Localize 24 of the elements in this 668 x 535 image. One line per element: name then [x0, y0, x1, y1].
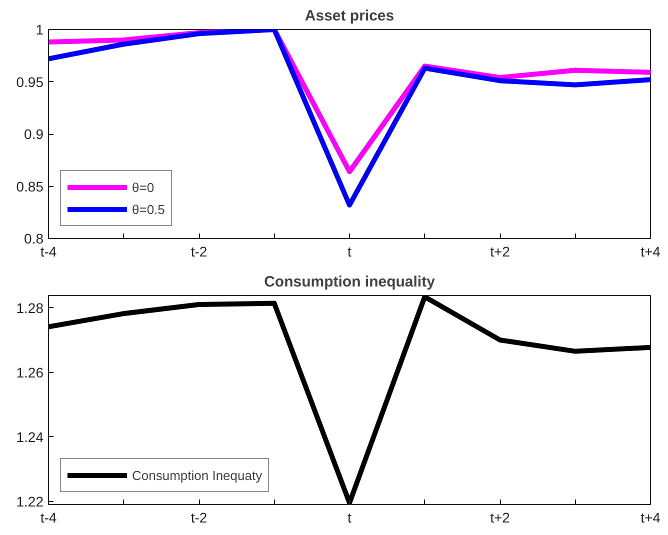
y-tick-label: 0.9: [24, 126, 44, 142]
chart-title: Consumption inequality: [264, 274, 436, 290]
y-tick-label: 1.26: [16, 364, 44, 380]
x-tick-label: t-2: [190, 510, 208, 526]
x-tick-label: t+4: [640, 510, 661, 526]
x-tick-label: t+2: [490, 244, 510, 260]
x-tick-label: t+2: [490, 510, 510, 526]
legend-label: θ=0.5: [132, 202, 165, 216]
y-tick-label: 1.28: [16, 300, 44, 316]
y-tick-label: 1: [36, 22, 44, 38]
legend-label: Consumption Inequaty: [132, 468, 262, 482]
x-tick-label: t: [348, 244, 352, 260]
y-tick-label: 1.24: [16, 428, 44, 445]
x-tick-label: t-4: [40, 510, 57, 526]
x-tick-label: t-4: [40, 244, 57, 260]
y-tick-label: 0.85: [16, 178, 44, 194]
y-tick-label: 0.8: [24, 230, 44, 246]
legend-label: θ=0: [132, 180, 154, 194]
y-tick-label: 1.22: [16, 493, 44, 510]
x-tick-label: t+4: [640, 244, 661, 260]
x-tick-label: t: [348, 510, 352, 526]
y-tick-label: 0.95: [16, 74, 44, 90]
x-tick-label: t-2: [190, 244, 208, 260]
chart-title: Asset prices: [304, 8, 394, 24]
